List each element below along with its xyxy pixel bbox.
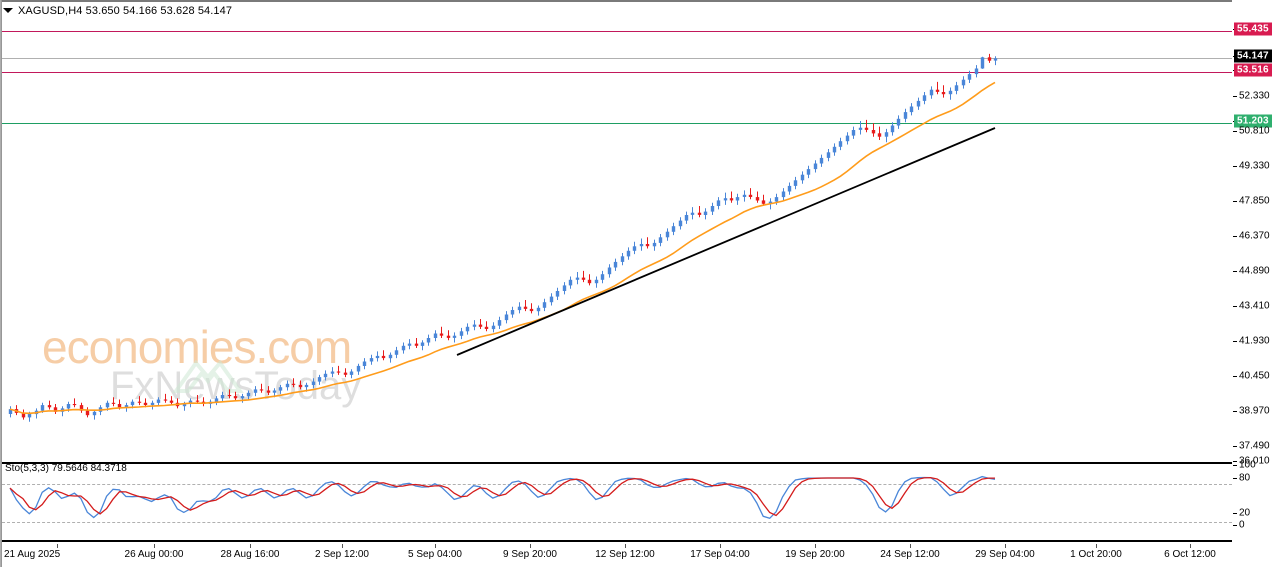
stochastic-axis-tick (1233, 465, 1237, 466)
symbol-ohlc-label: XAGUSD,H4 53.650 54.166 53.628 54.147 (18, 4, 233, 17)
stochastic-d-line (9, 476, 995, 517)
price-axis[interactable] (1232, 0, 1280, 545)
price-axis-tick (1233, 271, 1237, 272)
price-axis-label: 43.410 (1239, 300, 1270, 312)
time-axis-label: 29 Sep 04:00 (975, 549, 1035, 560)
stochastic-axis-label: 100 (1239, 459, 1256, 471)
time-axis-label: 9 Sep 20:00 (503, 549, 557, 560)
stochastic-level-20 (2, 522, 1232, 523)
price-axis-label: 40.450 (1239, 370, 1270, 382)
window-frame-left (0, 0, 2, 567)
price-axis-tick (1233, 166, 1237, 167)
price-axis-label: 47.850 (1239, 195, 1270, 207)
time-axis-tick (250, 544, 251, 548)
stochastic-axis-tick (1233, 513, 1237, 514)
time-axis-tick (625, 544, 626, 548)
time-axis-label: 17 Sep 04:00 (690, 549, 750, 560)
price-axis-tick (1233, 236, 1237, 237)
time-axis-tick (57, 544, 58, 548)
price-axis-label: 37.490 (1239, 440, 1270, 452)
time-axis-label: 12 Sep 12:00 (595, 549, 655, 560)
price-axis-label: 49.330 (1239, 160, 1270, 172)
time-axis-label: 1 Oct 20:00 (1070, 549, 1122, 560)
price-axis-label: 46.370 (1239, 230, 1270, 242)
time-axis-tick (1005, 544, 1006, 548)
level-line-resistance-lower (2, 72, 1232, 73)
time-axis-label: 21 Aug 2025 (4, 549, 61, 560)
time-axis-label: 6 Oct 12:00 (1164, 549, 1216, 560)
price-axis-label: 36.010 (1239, 455, 1270, 467)
stochastic-axis-label: 80 (1239, 472, 1251, 484)
triangle-down-icon[interactable] (3, 8, 13, 13)
price-axis-tick (1233, 201, 1237, 202)
time-axis-label: 24 Sep 12:00 (880, 549, 940, 560)
time-axis-tick (1190, 544, 1191, 548)
stochastic-level-80 (2, 484, 1232, 485)
time-axis-tick (910, 544, 911, 548)
time-axis-tick (342, 544, 343, 548)
price-badge-red: 55.435 (1234, 22, 1272, 36)
price-badge-red: 53.516 (1234, 63, 1272, 77)
time-axis-label: 26 Aug 00:00 (124, 549, 184, 560)
time-axis-tick (815, 544, 816, 548)
level-line-support (2, 123, 1232, 124)
time-axis-tick (435, 544, 436, 548)
price-axis-tick (1233, 131, 1237, 132)
stochastic-pane[interactable]: Sto(5,3,3) 79.5646 84.3718 (2, 462, 1232, 542)
stochastic-axis-label: 20 (1239, 507, 1251, 519)
time-axis-tick (530, 544, 531, 548)
price-axis-label: 38.970 (1239, 405, 1270, 417)
time-axis-label: 2 Sep 12:00 (315, 549, 369, 560)
chevron-logo-icon (172, 359, 244, 393)
time-axis-tick (1096, 544, 1097, 548)
price-badge-black: 54.147 (1234, 49, 1272, 63)
window-frame-top (0, 0, 1280, 2)
price-axis-tick (1233, 446, 1237, 447)
price-axis-tick (1233, 411, 1237, 412)
time-axis-label: 19 Sep 20:00 (785, 549, 845, 560)
price-axis-tick (1233, 341, 1237, 342)
stochastic-k-line (9, 475, 996, 520)
level-line-resistance-upper (2, 31, 1232, 32)
time-axis-label: 28 Aug 16:00 (220, 549, 280, 560)
stochastic-axis-tick (1233, 525, 1237, 526)
time-axis-tick (720, 544, 721, 548)
price-axis-label: 44.890 (1239, 265, 1270, 277)
level-line-current-price (2, 58, 1232, 59)
time-axis-tick (154, 544, 155, 548)
price-axis-tick (1233, 376, 1237, 377)
price-axis-label: 50.810 (1239, 125, 1270, 137)
symbol-header[interactable]: XAGUSD,H4 53.650 54.166 53.628 54.147 (3, 3, 232, 18)
stochastic-label: Sto(5,3,3) 79.5646 84.3718 (5, 463, 127, 474)
stochastic-canvas (9, 475, 996, 520)
price-badge-green: 51.203 (1234, 114, 1272, 128)
time-axis-label: 5 Sep 04:00 (408, 549, 462, 560)
price-axis-tick (1233, 306, 1237, 307)
candlestick-canvas (8, 53, 998, 422)
price-axis-tick (1233, 96, 1237, 97)
price-axis-label: 52.330 (1239, 90, 1270, 102)
price-axis-tick (1233, 461, 1237, 462)
time-axis[interactable]: 21 Aug 2025 26 Aug 00:00 28 Aug 16:00 2 Sep… (2, 544, 1280, 567)
stochastic-axis-label: 0 (1239, 519, 1245, 531)
price-axis-label: 41.930 (1239, 335, 1270, 347)
stochastic-axis-tick (1233, 478, 1237, 479)
price-chart-pane[interactable]: economies.com FxNewsToday (2, 2, 1232, 458)
